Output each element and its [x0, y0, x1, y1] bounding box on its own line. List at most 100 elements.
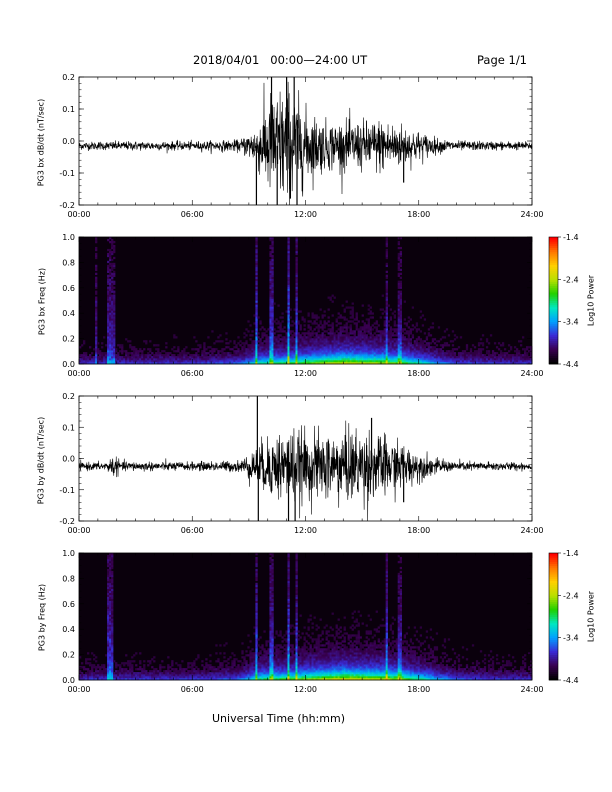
spectrogram-cell [95, 346, 98, 349]
spectrogram-cell [207, 676, 210, 679]
spectrogram-cell [291, 350, 294, 353]
spectrogram-cell [201, 358, 204, 361]
spectrogram-cell [417, 354, 421, 357]
spectrogram-cell [343, 358, 346, 361]
bx-dbdt-ylabel: PG3 bx dB/dt (nT/sec) [36, 98, 46, 187]
spectrogram-cell [423, 358, 427, 361]
spectrogram-cell [267, 362, 270, 365]
spectrogram-cell [245, 676, 248, 679]
spectrogram-cell [285, 660, 288, 663]
spectrogram-cell [241, 362, 244, 365]
spectrogram-cell [127, 674, 130, 677]
spectrogram-cell [339, 332, 342, 335]
spectrogram-cell [111, 280, 114, 283]
spectrogram-cell [255, 560, 258, 564]
spectrogram-cell [393, 324, 396, 327]
spectrogram-cell [385, 274, 388, 277]
spectrogram-cell [217, 356, 220, 359]
spectrogram-cell [375, 322, 378, 325]
spectrogram-cell [407, 344, 411, 347]
spectrogram-cell [357, 360, 360, 363]
spectrogram-cell [261, 674, 264, 677]
spectrogram-cell [293, 334, 296, 337]
spectrogram-cell [383, 320, 386, 323]
spectrogram-cell [349, 348, 352, 351]
spectrogram-cell [111, 672, 114, 675]
spectrogram-cell [393, 346, 396, 349]
spectrogram-cell [367, 322, 370, 325]
spectrogram-cell [399, 316, 403, 319]
spectrogram-cell [355, 338, 358, 341]
spectrogram-cell [107, 340, 110, 343]
spectrogram-cell [91, 352, 94, 355]
spectrogram-cell [191, 668, 194, 671]
spectrogram-cell [407, 330, 411, 333]
spectrogram-cell [163, 666, 166, 669]
spectrogram-cell [205, 362, 208, 365]
spectrogram-cell [143, 666, 146, 669]
spectrogram-cell [369, 330, 372, 333]
spectrogram-cell [439, 356, 443, 359]
spectrogram-cell [399, 326, 403, 329]
spectrogram-cell [371, 324, 374, 327]
spectrogram-cell [461, 350, 465, 353]
spectrogram-cell [215, 660, 218, 663]
spectrogram-cell [107, 616, 110, 619]
spectrogram-cell [227, 362, 230, 365]
spectrogram-cell [467, 356, 471, 359]
spectrogram-cell [105, 362, 108, 365]
spectrogram-cell [241, 350, 244, 353]
spectrogram-cell [275, 348, 278, 351]
spectrogram-cell [83, 362, 86, 365]
spectrogram-cell [271, 268, 274, 272]
spectrogram-cell [183, 358, 186, 361]
spectrogram-cell [281, 316, 284, 319]
spectrogram-cell [509, 348, 513, 351]
spectrogram-cell [265, 664, 268, 667]
spectrogram-cell [283, 670, 286, 673]
spectrogram-cell [219, 340, 222, 343]
spectrogram-cell [433, 350, 437, 353]
spectrogram-cell [239, 360, 242, 363]
spectrogram-cell [447, 350, 451, 353]
spectrogram-cell [379, 350, 382, 353]
spectrogram-cell [341, 350, 344, 353]
spectrogram-cell [319, 346, 322, 349]
spectrogram-cell [111, 596, 114, 599]
spectrogram-cell [179, 676, 182, 679]
spectrogram-cell [249, 660, 252, 663]
spectrogram-cell [239, 350, 242, 353]
spectrogram-cell [247, 674, 250, 677]
spectrogram-cell [119, 666, 122, 669]
spectrogram-cell [345, 338, 348, 341]
spectrogram-cell [107, 286, 110, 289]
spectrogram-cell [281, 646, 284, 649]
spectrogram-cell [449, 356, 453, 359]
spectrogram-cell [447, 352, 451, 355]
spectrogram-cell [341, 362, 344, 365]
spectrogram-cell [427, 358, 431, 361]
spectrogram-cell [249, 358, 252, 361]
spectrogram-cell [349, 326, 352, 329]
spectrogram-cell [247, 668, 250, 671]
spectrogram-cell [359, 346, 362, 349]
spectrogram-cell [275, 632, 278, 635]
spectrogram-cell [405, 324, 409, 327]
spectrogram-cell [335, 338, 338, 341]
spectrogram-cell [513, 358, 517, 361]
spectrogram-cell [379, 354, 382, 357]
spectrogram-cell [279, 672, 282, 675]
spectrogram-cell [159, 668, 162, 671]
spectrogram-cell [521, 362, 525, 365]
spectrogram-cell [445, 356, 449, 359]
spectrogram-cell [161, 360, 164, 363]
spectrogram-cell [427, 352, 431, 355]
spectrogram-cell [373, 346, 376, 349]
spectrogram-cell [521, 354, 525, 357]
spectrogram-cell [305, 342, 308, 345]
spectrogram-cell [113, 332, 116, 335]
spectrogram-cell [401, 334, 405, 337]
spectrogram-cell [313, 346, 316, 349]
spectrogram-cell [421, 362, 425, 365]
spectrogram-cell [107, 560, 110, 564]
